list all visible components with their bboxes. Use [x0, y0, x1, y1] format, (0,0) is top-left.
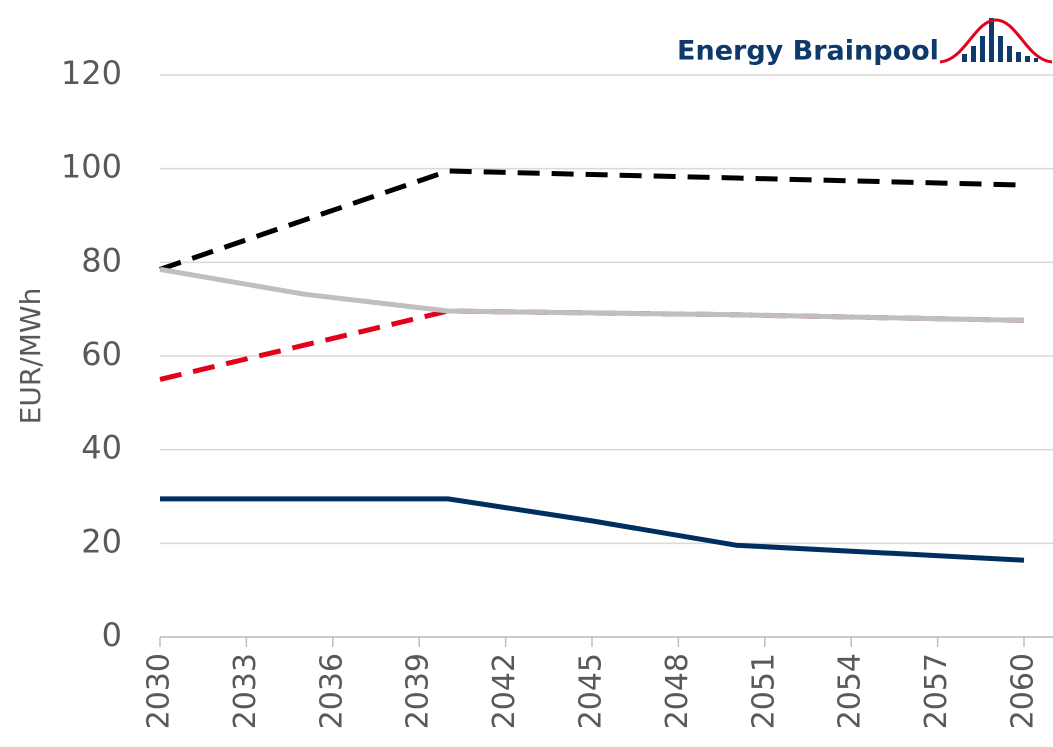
x-tick-label: 2054: [833, 653, 868, 729]
x-tick-label: 2030: [142, 653, 177, 729]
series-line: [159, 168, 1025, 272]
x-tick-label: 2042: [487, 653, 522, 729]
y-tick-label: 100: [61, 148, 122, 186]
x-tick-label: 2048: [660, 653, 695, 729]
y-tick-label: 60: [81, 335, 122, 373]
y-tick-label: 40: [81, 429, 122, 467]
series-line: [159, 308, 1025, 382]
y-tick-label: 20: [81, 522, 122, 560]
y-tick-label: 120: [61, 54, 122, 92]
y-tick-label: 80: [81, 241, 122, 279]
x-tick-label: 2051: [746, 653, 781, 729]
x-tick-label: 2045: [574, 653, 609, 729]
y-tick-label: 0: [102, 616, 122, 654]
y-axis-label: EUR/MWh: [14, 288, 47, 425]
x-tick-label: 2060: [1006, 653, 1041, 729]
logo-icon: [939, 18, 1053, 64]
series-line: [159, 266, 1025, 323]
logo: Energy Brainpool: [677, 36, 939, 67]
series-line: [160, 496, 1025, 563]
x-tick-label: 2033: [228, 653, 263, 729]
x-tick-label: 2057: [919, 653, 954, 729]
x-tick-label: 2039: [401, 653, 436, 729]
x-tick-label: 2036: [314, 653, 349, 729]
